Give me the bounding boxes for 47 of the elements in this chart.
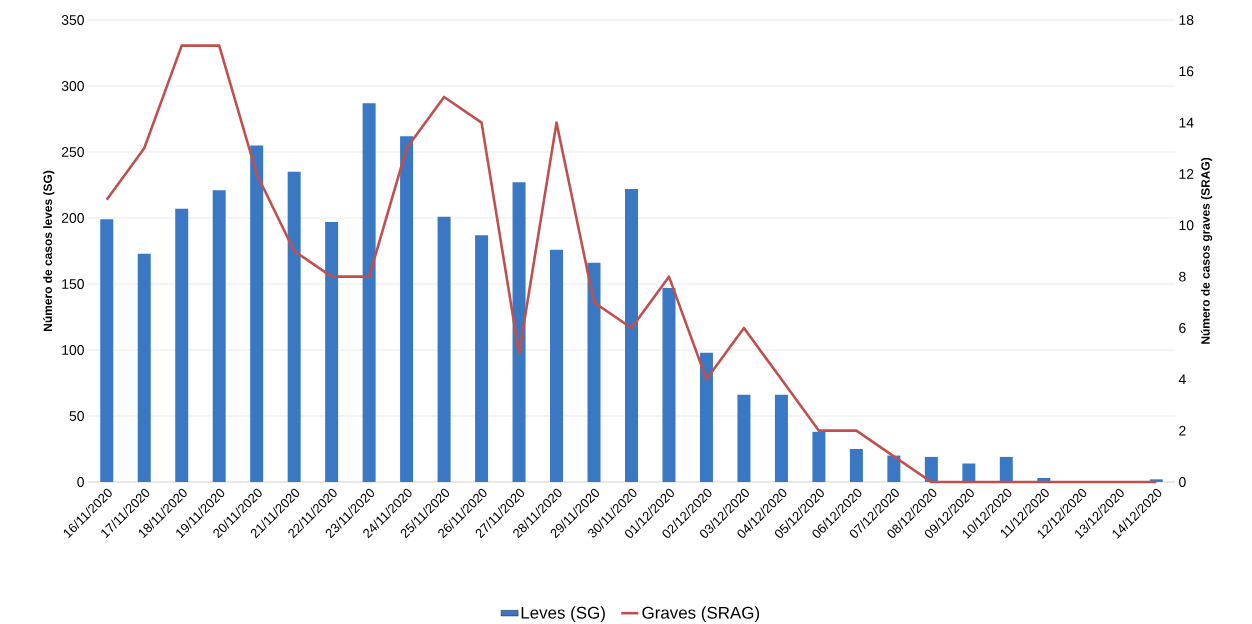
- bar: [137, 253, 151, 482]
- y2-tick-label: 4: [1178, 374, 1186, 385]
- y2-tick-label: 0: [1179, 477, 1186, 487]
- y-tick-label: 300: [61, 81, 84, 91]
- legend-label: Leves (SG): [521, 606, 605, 623]
- y2-tick-label: 10: [1179, 220, 1194, 231]
- y2-tick-label: 18: [1179, 15, 1194, 25]
- bar: [624, 188, 638, 482]
- y2-tick-label: 16: [1179, 66, 1194, 77]
- y2-tick-label: 12: [1179, 169, 1194, 179]
- y2-tick-label: 8: [1179, 271, 1186, 282]
- bar: [962, 463, 976, 482]
- bar: [812, 431, 826, 482]
- bar: [175, 208, 189, 482]
- bar: [362, 103, 376, 482]
- y-axis-title: Número de casos leves (SG): [43, 170, 55, 331]
- y2-tick-label: 2: [1179, 425, 1186, 436]
- legend-label: Graves (SRAG): [642, 606, 760, 623]
- y2-axis-title: Número de casos graves (SRAG): [1200, 157, 1213, 344]
- bar: [587, 262, 601, 482]
- bar: [774, 394, 788, 482]
- bar: [924, 456, 938, 482]
- y-tick-label: 100: [62, 345, 84, 355]
- y-tick-label: 350: [61, 15, 84, 25]
- y-tick-label: 0: [77, 477, 84, 487]
- bar: [250, 145, 264, 482]
- bar: [849, 448, 863, 482]
- bar: [475, 235, 489, 482]
- bar: [999, 456, 1013, 482]
- y-tick-label: 150: [62, 279, 84, 289]
- bar: [212, 190, 226, 482]
- bar: [887, 455, 901, 482]
- y-tick-label: 250: [61, 147, 84, 157]
- bar: [100, 219, 114, 482]
- bar: [437, 216, 451, 482]
- bar: [550, 249, 564, 482]
- bar: [699, 352, 713, 482]
- bar: [512, 182, 526, 482]
- bar: [287, 171, 301, 482]
- bar: [400, 136, 414, 482]
- y-tick-label: 50: [69, 411, 84, 421]
- bar: [662, 287, 676, 482]
- y-tick-label: 200: [61, 213, 84, 223]
- bar: [737, 394, 751, 482]
- y2-tick-label: 14: [1179, 117, 1194, 128]
- bar: [325, 221, 339, 482]
- y2-tick-label: 6: [1179, 323, 1186, 333]
